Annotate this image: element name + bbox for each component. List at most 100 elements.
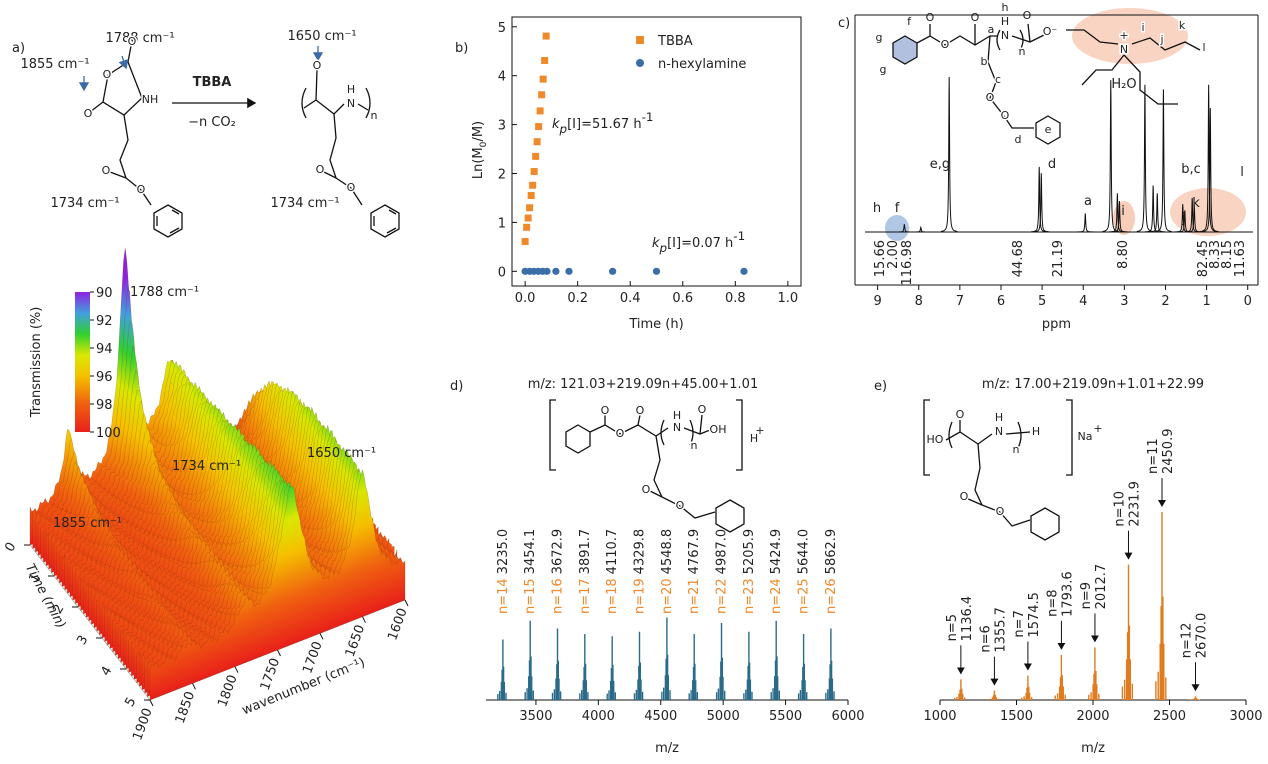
x-tick-label: 8: [915, 294, 923, 309]
atom-label: N: [995, 425, 1003, 438]
x-tick: [362, 616, 366, 623]
highlight: [1072, 8, 1188, 64]
y-tick-label: 3: [498, 119, 506, 134]
atom-label: i: [1141, 21, 1144, 34]
atom-label: l: [1202, 41, 1205, 54]
atom-label: O: [347, 181, 356, 194]
colorbar-tick-label: 100: [96, 426, 121, 441]
mz-label: 5644.0: [797, 529, 812, 575]
ms-peak: [606, 636, 616, 700]
atom-label: O: [941, 38, 950, 51]
ms-peak: [579, 634, 589, 700]
ms-peak: [551, 628, 562, 700]
nmr-peak: [1111, 200, 1128, 233]
marker: [565, 267, 573, 275]
ms-peak: [1188, 696, 1200, 700]
n-label: n=9: [1079, 582, 1094, 609]
ms-peak: [715, 623, 726, 700]
atom-label: O: [642, 483, 651, 496]
x-tick-label: 4500: [644, 709, 677, 724]
x-tick-label: 5: [1038, 294, 1046, 309]
ir-label: 1734 cm⁻¹: [50, 196, 119, 211]
n-label: n=16: [551, 578, 566, 614]
marker: [526, 204, 534, 212]
atom-label: O: [926, 11, 935, 24]
atom-label: O: [84, 107, 93, 120]
rate-annotation-part: [I]=51.67 h: [567, 117, 641, 132]
integral-label: 11.63: [1233, 240, 1248, 277]
atom-label: O: [986, 91, 995, 104]
rate-annotation: kp[I]=0.07 h-1: [652, 229, 745, 255]
marker: [536, 107, 544, 115]
peak-label: n=24 5424.9: [769, 529, 784, 614]
peak-label: n=26 5862.9: [824, 529, 839, 614]
x-tick-label: 6: [997, 294, 1005, 309]
marker: [523, 223, 531, 231]
x-tick: [277, 649, 281, 657]
legend-marker: [636, 59, 644, 67]
ms-title: m/z: 17.00+219.09n+1.01+22.99: [982, 377, 1204, 392]
nmr-peak: [1030, 166, 1048, 233]
ms-peak: [1054, 654, 1066, 700]
atom-label: O: [316, 163, 325, 176]
mz-label: 5424.9: [769, 529, 784, 575]
nmr-peak: [1155, 89, 1172, 232]
x-tick-label: 1.0: [778, 291, 799, 306]
ms-peak: [1155, 512, 1167, 700]
peak-label: n=25 5644.0: [797, 529, 812, 614]
peak-label: n=17 3891.7: [578, 529, 593, 614]
y-tick-label: 2: [498, 168, 506, 183]
n-label: n=5: [945, 614, 960, 641]
nmr-peak: [1200, 84, 1217, 232]
integral-label: 2.00: [886, 240, 901, 269]
n-label: n=25: [797, 578, 812, 614]
x-tick: [404, 599, 409, 607]
marker: [538, 91, 546, 99]
nmr-peak: [912, 225, 930, 233]
ms-peak: [987, 690, 999, 700]
ms-peak: [954, 679, 966, 700]
atom-label: g: [880, 63, 887, 76]
rate-annotation-part: p: [659, 241, 668, 255]
atom-label: h: [1002, 1, 1009, 14]
colorbar: [75, 292, 90, 432]
atom-label: O: [601, 404, 610, 417]
x-tick-label: 4000: [582, 709, 615, 724]
marker: [543, 267, 551, 275]
atom-label: O: [698, 403, 707, 416]
rate-annotation-part: -1: [733, 229, 745, 243]
peak-label: i: [1121, 204, 1125, 219]
atom-label: j: [1159, 33, 1163, 46]
integral-label: 44.68: [1011, 240, 1026, 277]
mz-label: 2012.7: [1094, 564, 1109, 610]
panel-label: c): [838, 16, 850, 31]
atom-label: N: [347, 97, 355, 110]
ms-peak: [770, 620, 780, 700]
x-tick-label: 0: [1244, 294, 1252, 309]
y-axis-label: Ln(M0/M): [471, 121, 489, 179]
y-tick-label: 0: [498, 265, 506, 280]
legend-label: n-hexylamine: [658, 57, 746, 72]
nmr-peak: [1136, 84, 1154, 232]
ms-peak: [661, 617, 671, 700]
panel-label: d): [450, 379, 463, 394]
atom-label: N: [1120, 43, 1128, 56]
x-tick-label: 1650: [343, 623, 368, 659]
n-label: n=26: [824, 578, 839, 614]
ms-peak: [825, 628, 835, 700]
atom-label: O: [102, 164, 111, 177]
peak-label: n=14 3235.0: [496, 529, 511, 614]
mz-label: 4110.7: [605, 529, 620, 575]
n-label: n=6: [978, 625, 993, 652]
molecule-skeletons: [89, 23, 1201, 541]
ms-peak: [497, 639, 507, 700]
y-tick-label: 1: [498, 216, 506, 231]
x-tick: [149, 699, 154, 707]
n-label: n=23: [742, 578, 757, 614]
marker: [535, 123, 543, 131]
peak-label: f: [895, 201, 900, 216]
integral-label: 8.80: [1116, 240, 1131, 269]
rate-annotation-part: [I]=0.07 h: [667, 236, 733, 251]
atom-label: O: [128, 35, 137, 48]
x-axis-label: Time (h): [628, 317, 683, 332]
